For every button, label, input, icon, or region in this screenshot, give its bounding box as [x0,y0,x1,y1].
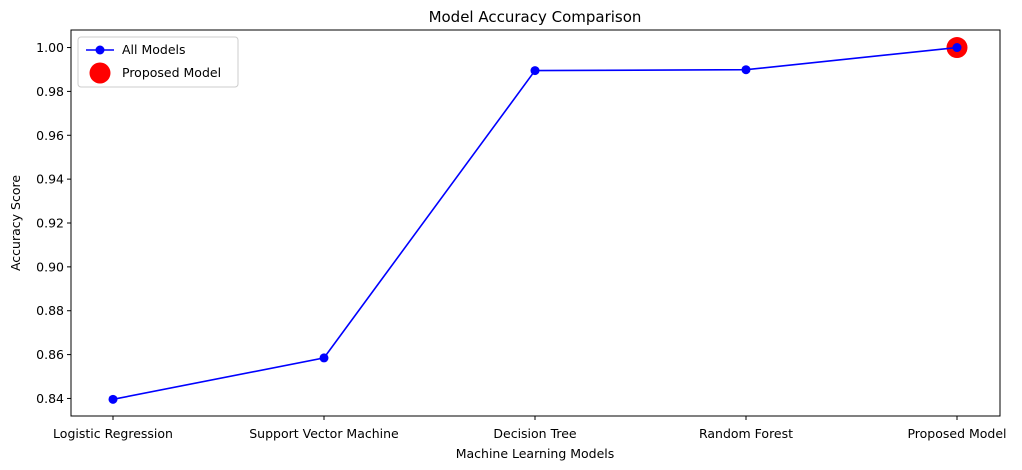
legend-label-all-models: All Models [122,42,186,57]
chart-title: Model Accuracy Comparison [429,8,642,26]
x-tick-label: Support Vector Machine [249,426,399,441]
legend-box [77,36,239,88]
x-axis: Logistic Regression Support Vector Machin… [53,416,1007,441]
legend: All Models Proposed Model [77,36,239,88]
y-tick-label: 1.00 [36,40,64,55]
y-tick-label: 0.96 [36,128,64,143]
y-tick-label: 0.88 [36,303,64,318]
y-tick-label: 0.84 [36,391,64,406]
series-line [112,46,958,401]
x-tick-label: Logistic Regression [53,426,173,441]
y-axis: 0.84 0.86 0.88 0.90 0.92 0.94 0.96 0.98 1.00 [36,40,71,406]
data-point [741,65,751,75]
x-tick-label: Decision Tree [493,426,577,441]
legend-highlight-swatch [89,62,111,84]
data-point [319,353,329,363]
y-axis-label: Accuracy Score [8,175,23,271]
y-tick-label: 0.92 [36,216,64,231]
data-point [530,66,540,76]
series-layer [108,37,968,404]
x-tick-label: Proposed Model [907,426,1006,441]
plot-frame [70,29,1001,417]
legend-marker-swatch [95,45,105,55]
y-tick-label: 0.94 [36,172,64,187]
y-tick-label: 0.86 [36,347,64,362]
data-point [952,43,962,53]
y-tick-label: 0.98 [36,84,64,99]
x-axis-label: Machine Learning Models [456,446,615,461]
legend-label-proposed-model: Proposed Model [122,65,221,80]
y-tick-label: 0.90 [36,259,64,274]
plot-area [70,29,1001,417]
data-point [108,394,118,404]
x-tick-label: Random Forest [699,426,793,441]
